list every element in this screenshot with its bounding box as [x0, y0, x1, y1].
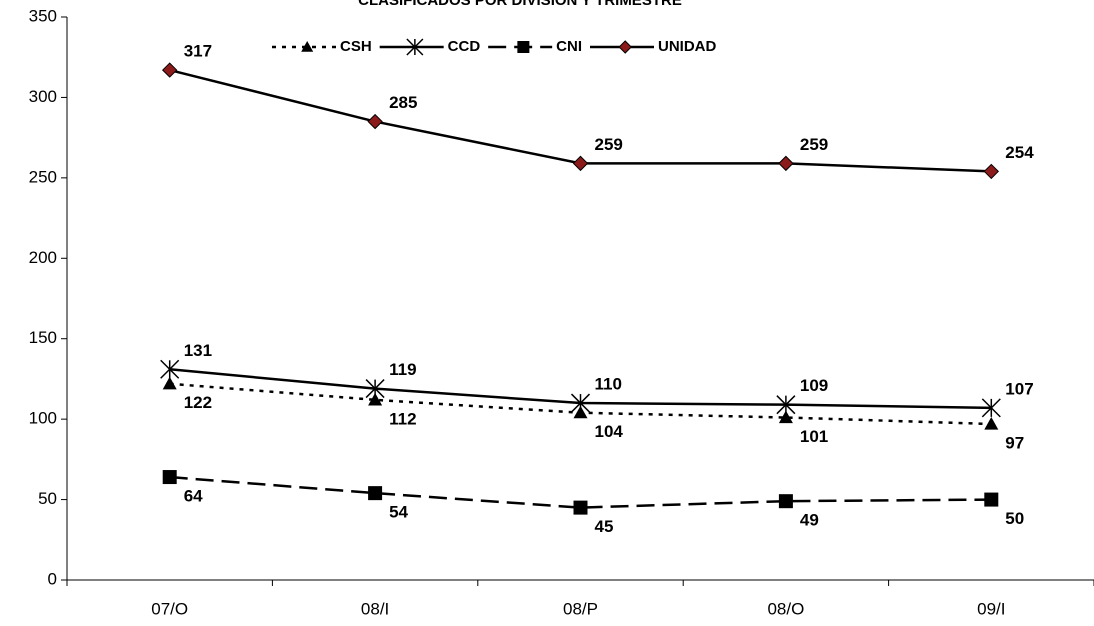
- legend-label: UNIDAD: [658, 38, 716, 55]
- data-label: 110: [595, 375, 622, 394]
- marker: [573, 500, 588, 515]
- data-label: 259: [595, 135, 623, 154]
- y-tick-label: 150: [29, 328, 57, 347]
- marker: [161, 62, 178, 78]
- data-label: 112: [389, 409, 416, 428]
- y-tick-label: 100: [29, 409, 57, 428]
- marker: [776, 395, 796, 415]
- marker: [406, 38, 424, 56]
- data-label: 119: [389, 360, 416, 379]
- marker: [162, 470, 177, 485]
- data-label: 97: [1005, 433, 1024, 452]
- marker: [778, 410, 793, 424]
- x-tick-label: 08/P: [563, 599, 598, 618]
- y-tick-label: 200: [29, 248, 57, 267]
- y-tick-label: 300: [29, 87, 57, 106]
- data-label: 64: [184, 487, 203, 506]
- x-tick-label: 09/I: [977, 599, 1005, 618]
- marker: [984, 492, 999, 507]
- x-tick-label: 07/O: [151, 599, 188, 618]
- marker: [778, 494, 793, 509]
- data-label: 285: [389, 93, 417, 112]
- marker: [984, 416, 999, 430]
- marker: [778, 155, 794, 172]
- data-label: 259: [800, 135, 828, 154]
- y-tick-label: 0: [48, 569, 57, 588]
- y-tick-label: 250: [29, 167, 57, 186]
- legend-label: CCD: [448, 38, 481, 55]
- marker: [981, 398, 1001, 418]
- legend-label: CSH: [340, 38, 372, 55]
- data-label: 45: [595, 517, 614, 536]
- data-label: 104: [595, 422, 624, 441]
- marker: [301, 41, 314, 52]
- data-label: 107: [1005, 379, 1033, 398]
- data-label: 101: [800, 427, 828, 446]
- marker: [365, 379, 385, 399]
- data-label: 49: [800, 511, 819, 530]
- marker: [572, 155, 589, 172]
- marker: [160, 359, 180, 379]
- x-tick-label: 08/O: [767, 599, 804, 618]
- data-label: 50: [1005, 509, 1024, 528]
- data-label: 122: [184, 393, 212, 412]
- marker: [570, 393, 591, 413]
- marker: [162, 376, 177, 390]
- y-tick-label: 350: [29, 6, 57, 25]
- data-label: 317: [184, 42, 212, 61]
- chart-title: CLASIFICADOS POR DIVISIÓN Y TRIMESTRE: [358, 0, 682, 9]
- data-label: 54: [389, 503, 408, 522]
- data-label: 254: [1005, 143, 1034, 162]
- marker: [368, 392, 383, 406]
- data-label: 131: [184, 341, 212, 360]
- y-tick-label: 50: [38, 489, 57, 508]
- marker: [618, 40, 632, 54]
- marker: [983, 163, 1000, 180]
- marker: [368, 486, 383, 501]
- x-tick-label: 08/I: [361, 599, 389, 618]
- legend-label: CNI: [556, 38, 582, 55]
- data-label: 109: [800, 376, 828, 395]
- marker: [517, 41, 530, 53]
- series-line: [169, 475, 992, 509]
- marker: [367, 113, 383, 130]
